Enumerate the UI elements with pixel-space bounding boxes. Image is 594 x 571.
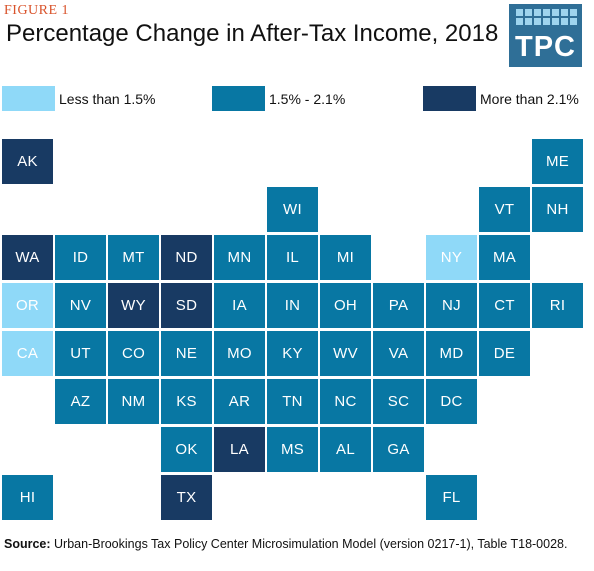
- state-tile-nc: NC: [320, 379, 371, 424]
- state-tile-sd: SD: [161, 283, 212, 328]
- page-title: Percentage Change in After-Tax Income, 2…: [6, 20, 499, 47]
- state-tile-or: OR: [2, 283, 53, 328]
- state-tile-mn: MN: [214, 235, 265, 280]
- logo-grid-icon: [516, 9, 577, 25]
- state-tile-id: ID: [55, 235, 106, 280]
- state-tile-in: IN: [267, 283, 318, 328]
- state-tile-ak: AK: [2, 139, 53, 184]
- state-tile-de: DE: [479, 331, 530, 376]
- legend-item-low: Less than 1.5%: [2, 86, 156, 111]
- state-tile-ms: MS: [267, 427, 318, 472]
- source-text: Urban-Brookings Tax Policy Center Micros…: [50, 537, 568, 551]
- legend-item-mid: 1.5% - 2.1%: [212, 86, 345, 111]
- legend-swatch-high: [423, 86, 476, 111]
- state-tile-ia: IA: [214, 283, 265, 328]
- state-tile-nm: NM: [108, 379, 159, 424]
- state-tile-nh: NH: [532, 187, 583, 232]
- legend-label-high: More than 2.1%: [480, 90, 579, 107]
- source-note: Source: Urban-Brookings Tax Policy Cente…: [4, 536, 590, 552]
- legend-label-mid: 1.5% - 2.1%: [269, 90, 346, 107]
- state-tile-tn: TN: [267, 379, 318, 424]
- state-tile-ky: KY: [267, 331, 318, 376]
- state-tile-mt: MT: [108, 235, 159, 280]
- figure-label: FIGURE 1: [4, 3, 70, 18]
- state-tile-nj: NJ: [426, 283, 477, 328]
- state-tile-wi: WI: [267, 187, 318, 232]
- state-tile-nv: NV: [55, 283, 106, 328]
- state-tile-nd: ND: [161, 235, 212, 280]
- state-tile-ny: NY: [426, 235, 477, 280]
- state-tile-fl: FL: [426, 475, 477, 520]
- source-label: Source:: [4, 537, 51, 551]
- state-tile-dc: DC: [426, 379, 477, 424]
- legend-label-low: Less than 1.5%: [59, 90, 156, 107]
- state-tile-hi: HI: [2, 475, 53, 520]
- legend-swatch-low: [2, 86, 55, 111]
- state-tile-co: CO: [108, 331, 159, 376]
- state-tile-pa: PA: [373, 283, 424, 328]
- legend-swatch-mid: [212, 86, 265, 111]
- state-tile-ga: GA: [373, 427, 424, 472]
- state-tile-al: AL: [320, 427, 371, 472]
- state-tile-ok: OK: [161, 427, 212, 472]
- state-tile-tx: TX: [161, 475, 212, 520]
- legend-item-high: More than 2.1%: [423, 86, 579, 111]
- state-tile-mo: MO: [214, 331, 265, 376]
- state-tile-va: VA: [373, 331, 424, 376]
- state-tile-sc: SC: [373, 379, 424, 424]
- state-tile-oh: OH: [320, 283, 371, 328]
- state-tile-vt: VT: [479, 187, 530, 232]
- state-tile-me: ME: [532, 139, 583, 184]
- state-tile-ar: AR: [214, 379, 265, 424]
- state-tile-ct: CT: [479, 283, 530, 328]
- state-tile-mi: MI: [320, 235, 371, 280]
- logo-text: TPC: [515, 31, 576, 63]
- state-tile-wv: WV: [320, 331, 371, 376]
- state-tile-wy: WY: [108, 283, 159, 328]
- state-tile-wa: WA: [2, 235, 53, 280]
- state-tile-md: MD: [426, 331, 477, 376]
- tpc-logo: TPC: [509, 4, 582, 67]
- state-tile-la: LA: [214, 427, 265, 472]
- state-tile-ut: UT: [55, 331, 106, 376]
- state-tile-ks: KS: [161, 379, 212, 424]
- state-tile-ca: CA: [2, 331, 53, 376]
- state-tile-ri: RI: [532, 283, 583, 328]
- state-tile-ne: NE: [161, 331, 212, 376]
- state-tile-ma: MA: [479, 235, 530, 280]
- state-tile-az: AZ: [55, 379, 106, 424]
- state-tile-il: IL: [267, 235, 318, 280]
